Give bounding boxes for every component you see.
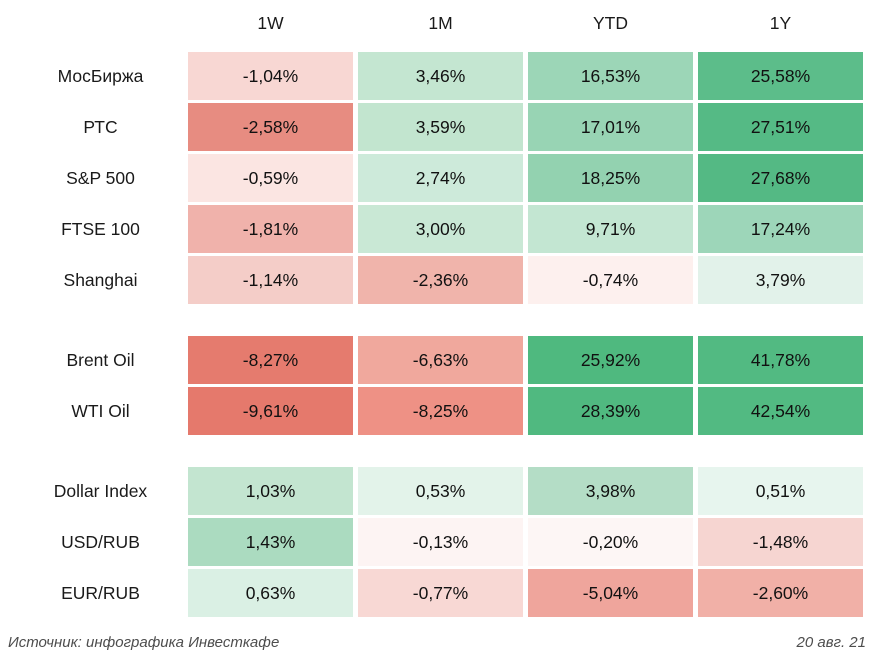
heatmap-cell: 18,25% [528, 154, 693, 202]
table-row: Dollar Index 1,03% 0,53% 3,98% 0,51% [0, 467, 874, 515]
row-label: S&P 500 [66, 167, 135, 188]
column-header-1y: 1Y [769, 12, 792, 33]
row-label: EUR/RUB [61, 582, 140, 603]
heatmap-cell: -2,58% [188, 103, 353, 151]
heatmap-cell: 28,39% [528, 387, 693, 435]
table-row: FTSE 100 -1,81% 3,00% 9,71% 17,24% [0, 205, 874, 253]
row-label: МосБиржа [57, 65, 144, 86]
table-row: РТС -2,58% 3,59% 17,01% 27,51% [0, 103, 874, 151]
group-currencies: Dollar Index 1,03% 0,53% 3,98% 0,51% USD… [0, 467, 874, 617]
header-spacer [0, 12, 183, 34]
footer: Источник: инфографика Инвесткафе 20 авг.… [0, 634, 874, 651]
heatmap-cell: -0,20% [528, 518, 693, 566]
row-label: Shanghai [63, 269, 138, 290]
table-row: Brent Oil -8,27% -6,63% 25,92% 41,78% [0, 336, 874, 384]
table-row: Shanghai -1,14% -2,36% -0,74% 3,79% [0, 256, 874, 304]
heatmap-cell: -9,61% [188, 387, 353, 435]
heatmap-cell: 27,51% [698, 103, 863, 151]
row-label: WTI Oil [71, 400, 130, 421]
row-label: USD/RUB [61, 531, 140, 552]
heatmap-cell: 41,78% [698, 336, 863, 384]
table-row: S&P 500 -0,59% 2,74% 18,25% 27,68% [0, 154, 874, 202]
heatmap-cell: 25,58% [698, 52, 863, 100]
heatmap-cell: 0,63% [188, 569, 353, 617]
column-header-1w: 1W [257, 12, 284, 33]
heatmap-cell: -5,04% [528, 569, 693, 617]
heatmap-cell: 0,51% [698, 467, 863, 515]
heatmap-cell: 3,59% [358, 103, 523, 151]
heatmap-cell: 3,46% [358, 52, 523, 100]
heatmap-cell: -1,48% [698, 518, 863, 566]
heatmap-cell: 17,24% [698, 205, 863, 253]
heatmap-cell: -0,74% [528, 256, 693, 304]
heatmap-cell: -0,13% [358, 518, 523, 566]
heatmap-cell: -2,36% [358, 256, 523, 304]
heatmap-cell: 25,92% [528, 336, 693, 384]
column-header-ytd: YTD [593, 12, 628, 33]
heatmap-cell: -2,60% [698, 569, 863, 617]
row-label: РТС [83, 116, 118, 137]
group-commodities: Brent Oil -8,27% -6,63% 25,92% 41,78% WT… [0, 336, 874, 435]
heatmap-cell: 16,53% [528, 52, 693, 100]
heatmap-cell: -8,25% [358, 387, 523, 435]
heatmap-cell: -1,04% [188, 52, 353, 100]
heatmap-cell: 0,53% [358, 467, 523, 515]
source-text: Источник: инфографика Инвесткафе [8, 634, 280, 651]
heatmap-cell: -1,14% [188, 256, 353, 304]
heatmap-cell: 1,43% [188, 518, 353, 566]
heatmap-cell: -1,81% [188, 205, 353, 253]
row-label: FTSE 100 [61, 218, 140, 239]
heatmap-cell: 9,71% [528, 205, 693, 253]
group-equity-indices: МосБиржа -1,04% 3,46% 16,53% 25,58% РТС … [0, 52, 874, 304]
column-headers: 1W 1M YTD 1Y [0, 12, 874, 34]
heatmap-cell: 17,01% [528, 103, 693, 151]
table-row: МосБиржа -1,04% 3,46% 16,53% 25,58% [0, 52, 874, 100]
heatmap-cell: 3,00% [358, 205, 523, 253]
table-row: EUR/RUB 0,63% -0,77% -5,04% -2,60% [0, 569, 874, 617]
heatmap-cell: 27,68% [698, 154, 863, 202]
heatmap-cell: -6,63% [358, 336, 523, 384]
heatmap-cell: -0,77% [358, 569, 523, 617]
heatmap-cell: 3,98% [528, 467, 693, 515]
column-header-1m: 1M [428, 12, 453, 33]
heatmap-cell: 3,79% [698, 256, 863, 304]
row-label: Brent Oil [66, 349, 135, 370]
heatmap-cell: -0,59% [188, 154, 353, 202]
table-row: WTI Oil -9,61% -8,25% 28,39% 42,54% [0, 387, 874, 435]
heatmap-cell: 2,74% [358, 154, 523, 202]
row-label: Dollar Index [53, 480, 148, 501]
date-text: 20 авг. 21 [796, 634, 866, 651]
heatmap-cell: -8,27% [188, 336, 353, 384]
heatmap-cell: 42,54% [698, 387, 863, 435]
table-row: USD/RUB 1,43% -0,13% -0,20% -1,48% [0, 518, 874, 566]
heatmap-cell: 1,03% [188, 467, 353, 515]
